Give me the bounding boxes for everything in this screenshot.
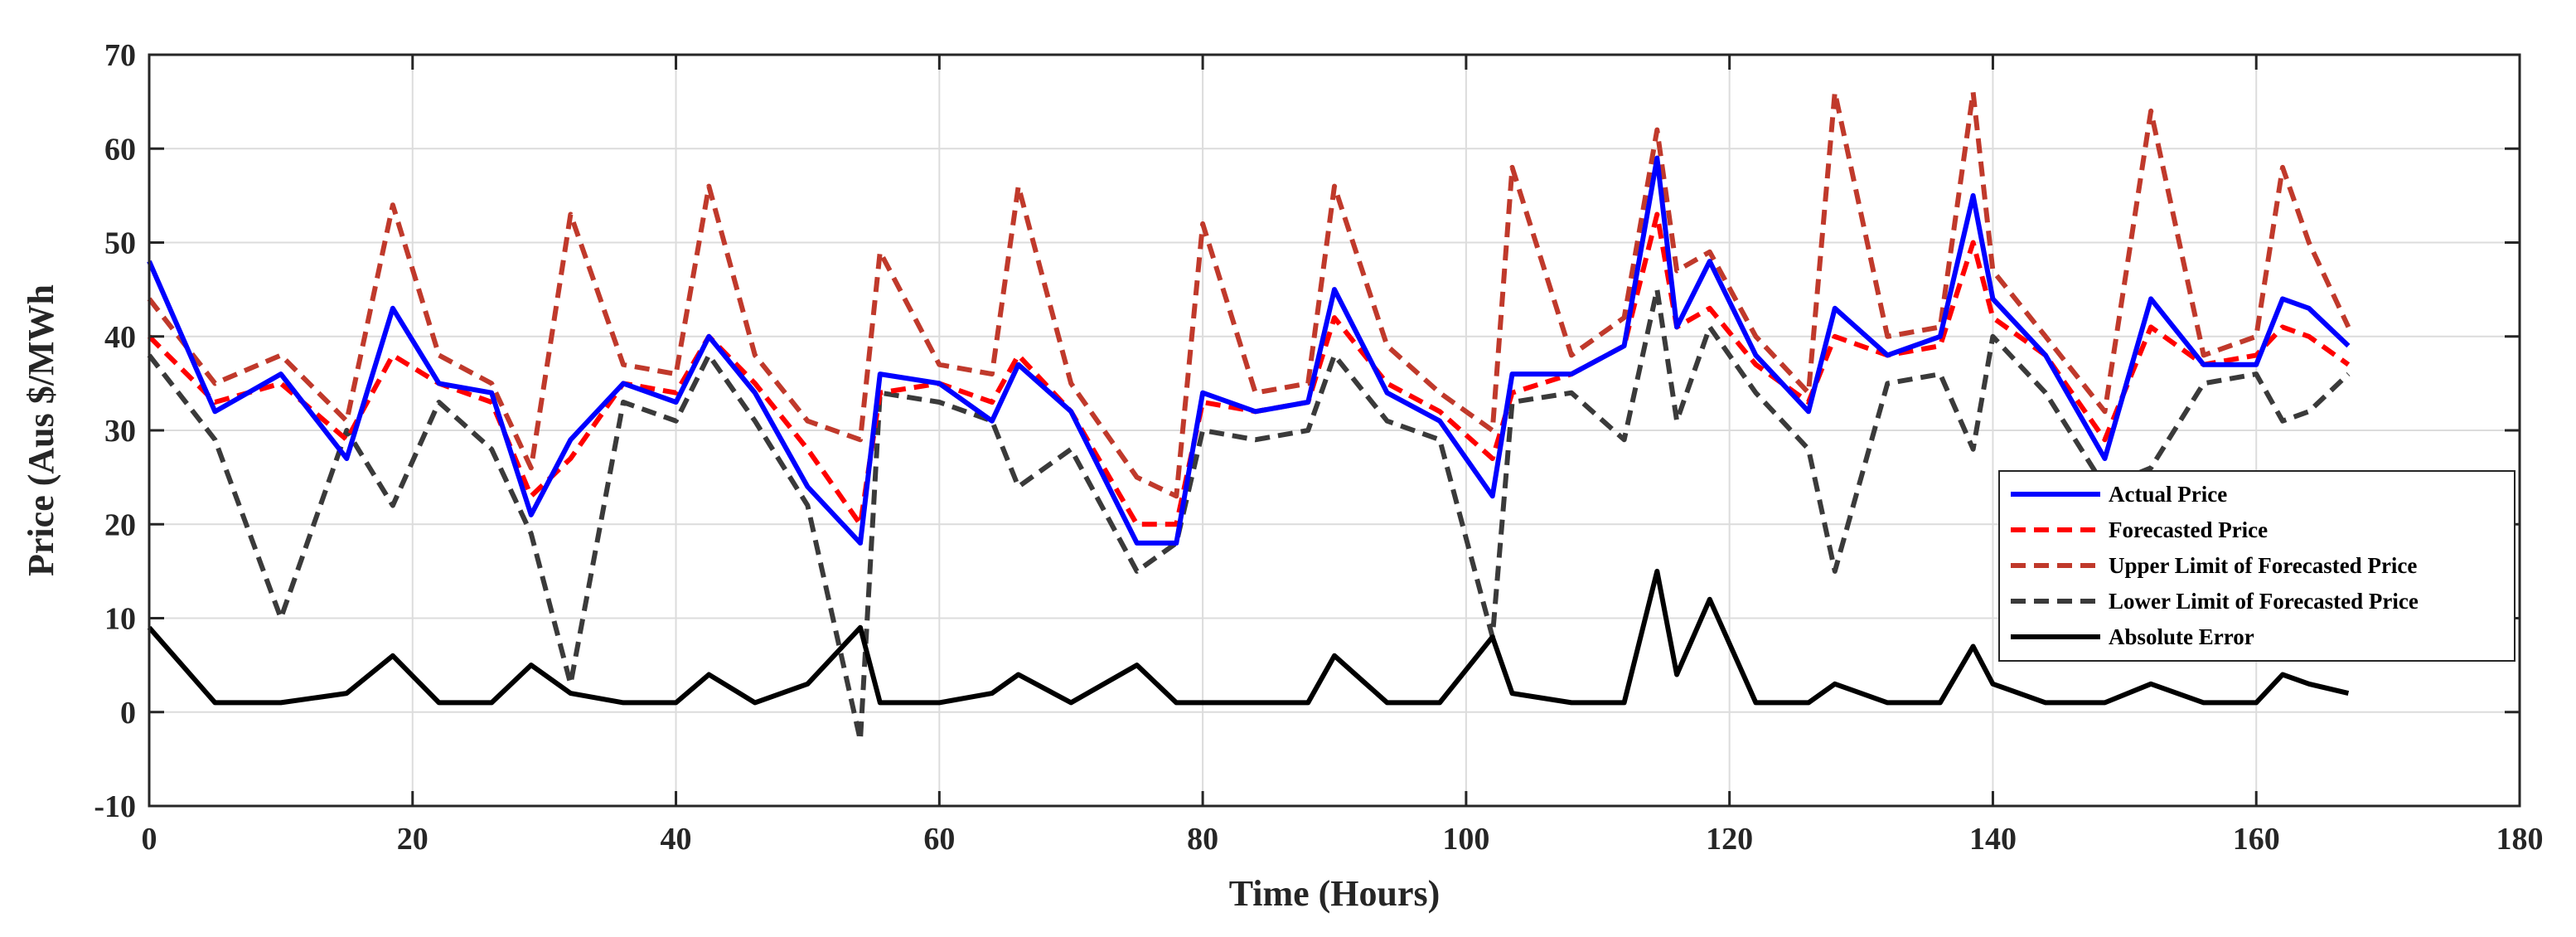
legend-label: Upper Limit of Forecasted Price	[2109, 553, 2417, 578]
x-tick-label: 120	[1706, 822, 1753, 857]
legend: Actual Price Forecasted Price Upper Limit …	[1998, 470, 2515, 662]
series-line-forecasted-price	[147, 211, 2351, 527]
x-tick-label: 40	[661, 822, 692, 857]
y-tick-label: 20	[104, 507, 136, 542]
y-tick-label: 30	[104, 414, 136, 449]
y-tick-label: -10	[94, 789, 136, 824]
y-tick-label: 70	[104, 38, 136, 73]
series-line-upper-limit-of-forecasted-price	[147, 90, 2351, 499]
x-tick-label: 60	[923, 822, 955, 857]
x-tick-labels: 0 20 40 60 80 100 120 140 160 180	[142, 822, 2544, 857]
series-line-absolute-error	[147, 568, 2350, 706]
y-tick-label: 50	[104, 226, 136, 261]
x-tick-label: 100	[1442, 822, 1489, 857]
legend-label: Lower Limit of Forecasted Price	[2109, 589, 2419, 614]
x-tick-label: 0	[142, 822, 157, 857]
y-tick-label: 10	[104, 602, 136, 637]
y-axis-title: Price (Aus $/MWh	[21, 284, 61, 576]
legend-label: Absolute Error	[2109, 624, 2254, 649]
series-line-lower-limit-of-forecasted-price	[147, 287, 2351, 743]
y-tick-label: 0	[120, 696, 136, 731]
x-tick-label: 160	[2233, 822, 2280, 857]
y-tick-labels: -10 0 10 20 30 40 50 60 70	[94, 38, 136, 824]
x-tick-label: 20	[397, 822, 429, 857]
y-tick-label: 60	[104, 132, 136, 167]
x-tick-label: 80	[1187, 822, 1218, 857]
series-layer	[147, 90, 2351, 743]
x-tick-label: 140	[1969, 822, 2017, 857]
series-line-actual-price	[147, 155, 2351, 546]
legend-label: Actual Price	[2109, 482, 2227, 507]
x-axis-title: Time (Hours)	[1229, 873, 1441, 914]
axis-ticks	[148, 53, 2521, 808]
y-tick-label: 40	[104, 320, 136, 355]
x-tick-label: 180	[2496, 822, 2544, 857]
legend-label: Forecasted Price	[2109, 517, 2268, 542]
